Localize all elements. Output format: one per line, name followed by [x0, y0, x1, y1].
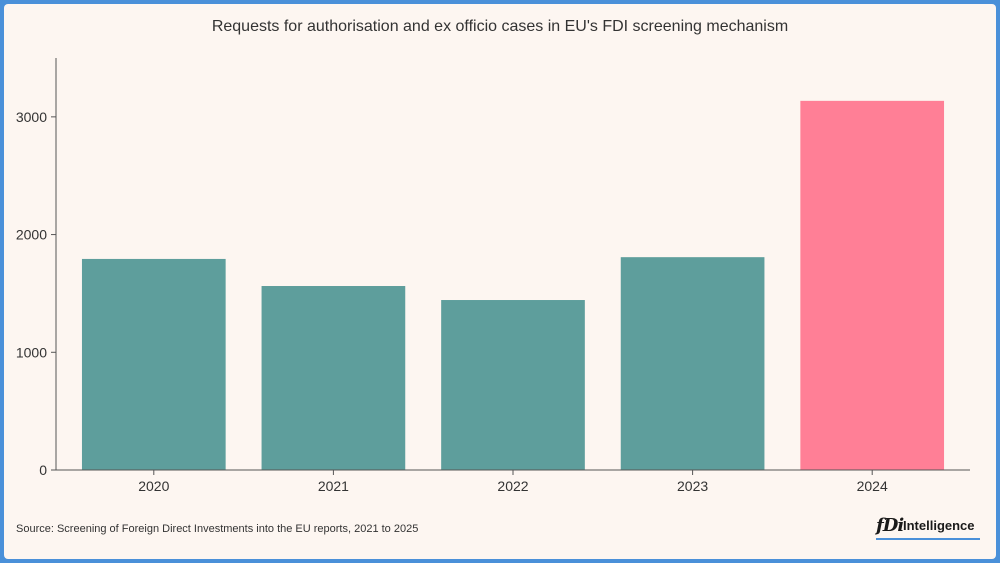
y-tick-label: 3000	[16, 109, 47, 125]
x-tick-label: 2022	[497, 478, 528, 494]
bar-2020	[81, 258, 226, 470]
bars	[81, 100, 945, 471]
x-axis: 2020 2021 2022 2023 2024	[56, 469, 970, 494]
bar-2024	[800, 100, 945, 471]
bar-chart: 0 1000 2000 3000 2020 2021 2022 2023 2024	[16, 58, 970, 494]
logo-text: Intelligence	[903, 518, 975, 533]
bar-2022	[441, 300, 585, 470]
logo-underline	[876, 538, 980, 540]
logo-mark: fDi	[876, 515, 904, 536]
x-tick-label: 2024	[857, 478, 888, 494]
bar-2023	[620, 257, 765, 470]
chart-title: Requests for authorisation and ex offici…	[211, 18, 789, 35]
bar-2021	[261, 286, 406, 470]
y-tick-label: 1000	[16, 344, 47, 360]
x-tick-label: 2021	[318, 478, 349, 494]
y-tick-label: 0	[39, 462, 47, 478]
source-note: Source: Screening of Foreign Direct Inve…	[16, 523, 419, 535]
x-tick-label: 2023	[677, 478, 708, 494]
fdi-intelligence-logo: fDi Intelligence	[876, 514, 980, 540]
x-tick-label: 2020	[138, 478, 169, 494]
y-tick-label: 2000	[16, 227, 47, 243]
chart-frame: Requests for authorisation and ex offici…	[4, 4, 996, 559]
y-axis: 0 1000 2000 3000	[16, 58, 57, 478]
